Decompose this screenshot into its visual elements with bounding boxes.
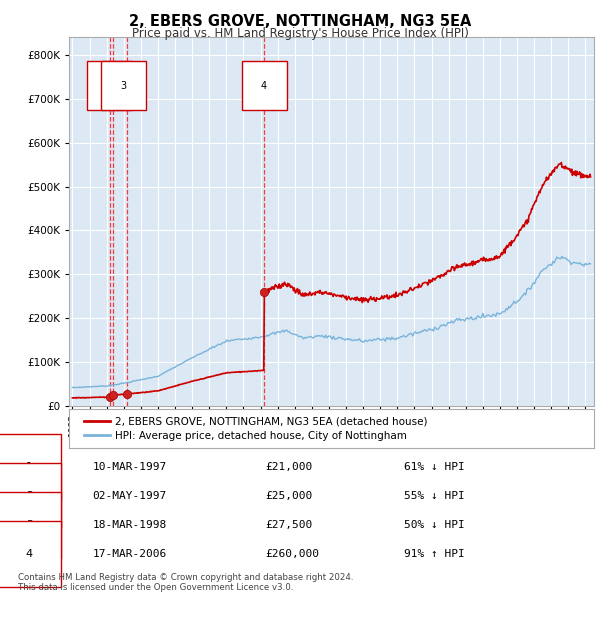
Text: 4: 4 [261, 81, 267, 91]
Text: 3: 3 [121, 81, 127, 91]
Legend: 2, EBERS GROVE, NOTTINGHAM, NG3 5EA (detached house), HPI: Average price, detach: 2, EBERS GROVE, NOTTINGHAM, NG3 5EA (det… [79, 412, 431, 445]
Text: £21,000: £21,000 [265, 461, 313, 472]
Text: £260,000: £260,000 [265, 549, 319, 559]
Text: £27,500: £27,500 [265, 520, 313, 530]
Text: 10-MAR-1997: 10-MAR-1997 [92, 461, 167, 472]
Text: £25,000: £25,000 [265, 490, 313, 501]
Text: 3: 3 [26, 520, 33, 530]
Text: 2: 2 [107, 81, 113, 91]
Text: 18-MAR-1998: 18-MAR-1998 [92, 520, 167, 530]
Text: 1: 1 [26, 461, 33, 472]
Text: 2: 2 [26, 490, 33, 501]
Text: 02-MAY-1997: 02-MAY-1997 [92, 490, 167, 501]
Text: 61% ↓ HPI: 61% ↓ HPI [404, 461, 464, 472]
Text: 55% ↓ HPI: 55% ↓ HPI [404, 490, 464, 501]
Text: 17-MAR-2006: 17-MAR-2006 [92, 549, 167, 559]
Text: 91% ↑ HPI: 91% ↑ HPI [404, 549, 464, 559]
Text: 2, EBERS GROVE, NOTTINGHAM, NG3 5EA: 2, EBERS GROVE, NOTTINGHAM, NG3 5EA [129, 14, 471, 29]
Text: 50% ↓ HPI: 50% ↓ HPI [404, 520, 464, 530]
Text: Contains HM Land Registry data © Crown copyright and database right 2024.
This d: Contains HM Land Registry data © Crown c… [18, 573, 353, 592]
Text: Price paid vs. HM Land Registry's House Price Index (HPI): Price paid vs. HM Land Registry's House … [131, 27, 469, 40]
Text: 4: 4 [26, 549, 33, 559]
